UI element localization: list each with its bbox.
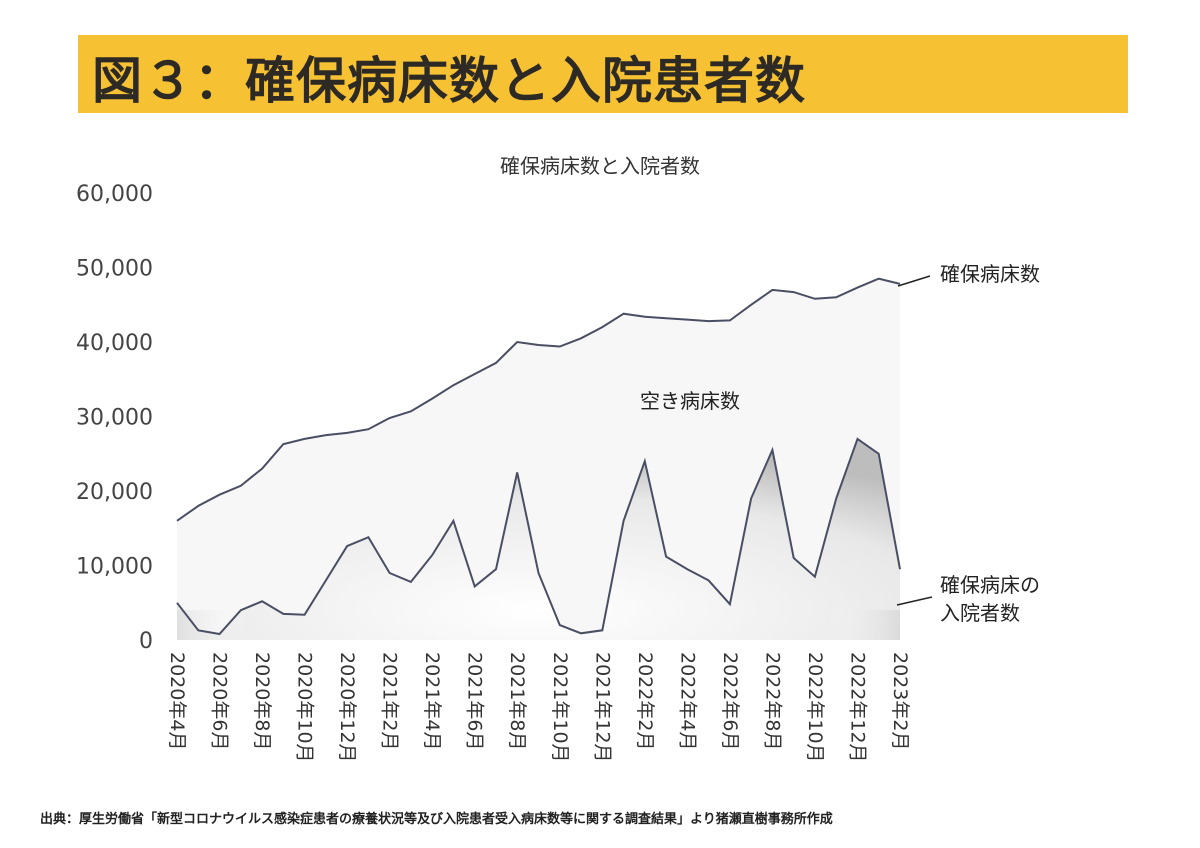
x-tick-label: 2020年12月 xyxy=(336,652,358,763)
x-tick-label: 2021年6月 xyxy=(464,652,486,750)
x-tick-label: 2022年6月 xyxy=(719,652,741,750)
y-tick-label: 20,000 xyxy=(76,480,153,505)
x-tick-label: 2021年4月 xyxy=(421,652,443,750)
beds-series-line xyxy=(176,277,901,522)
y-tick-label: 10,000 xyxy=(76,555,153,580)
inpatient-area xyxy=(177,438,900,640)
x-tick-label: 2022年10月 xyxy=(804,652,826,763)
x-tick-label: 2020年6月 xyxy=(209,652,231,750)
x-tick-label: 2022年12月 xyxy=(846,652,868,763)
x-tick-label: 2020年10月 xyxy=(294,652,316,763)
inpatient-series-line xyxy=(176,437,901,636)
x-tick-label: 2022年4月 xyxy=(676,652,698,750)
x-tick-label: 2021年8月 xyxy=(506,652,528,750)
title-banner: 図３：確保病床数と入院患者数 xyxy=(78,35,1128,113)
x-tick-label: 2020年8月 xyxy=(251,652,273,750)
y-tick-label: 60,000 xyxy=(76,182,153,207)
free-beds-label: 空き病床数 xyxy=(640,389,740,413)
x-tick-label: 2023年2月 xyxy=(889,652,911,750)
beds-series-label: 確保病床数 xyxy=(940,262,1040,286)
y-tick-label: 0 xyxy=(139,629,153,654)
x-tick-label: 2021年12月 xyxy=(591,652,613,763)
figure-title: 図３：確保病床数と入院患者数 xyxy=(92,52,806,110)
inpatient-label-line1: 確保病床の xyxy=(940,573,1040,597)
y-tick-label: 40,000 xyxy=(76,331,153,356)
x-tick-label: 2021年2月 xyxy=(379,652,401,750)
x-tick-label: 2022年8月 xyxy=(761,652,783,750)
y-tick-label: 30,000 xyxy=(76,406,153,431)
x-tick-label: 2020年4月 xyxy=(166,652,188,750)
inpatient-label-leader xyxy=(896,596,933,606)
inpatient-label-line2: 入院者数 xyxy=(940,601,1020,625)
x-tick-label: 2022年2月 xyxy=(634,652,656,750)
beds-label-leader xyxy=(897,275,931,287)
chart-title: 確保病床数と入院者数 xyxy=(500,154,700,178)
x-tick-label: 2021年10月 xyxy=(549,652,571,763)
source-note: 出典：厚生労働省「新型コロナウイルス感染症患者の療養状況等及び入院患者受入病床数… xyxy=(40,812,833,827)
y-tick-label: 50,000 xyxy=(76,257,153,282)
